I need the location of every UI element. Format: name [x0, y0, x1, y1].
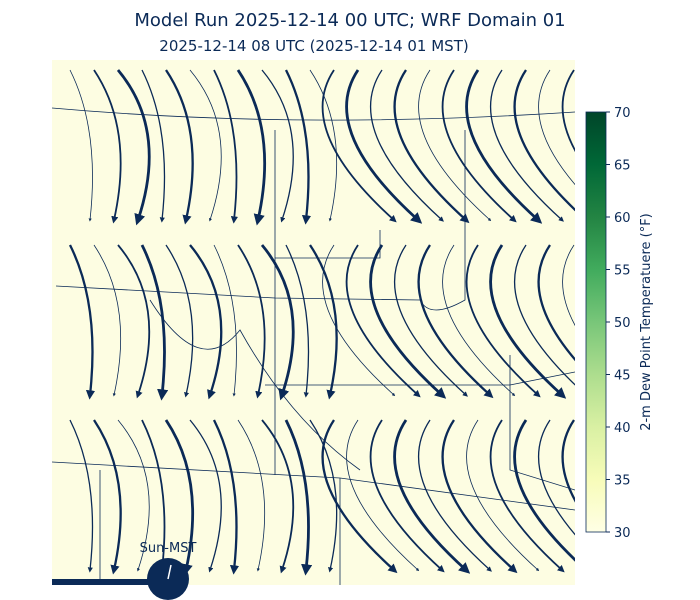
colorbar-tick-label: 70 — [614, 106, 631, 121]
streamline — [346, 419, 420, 572]
clock-label: Sun-MST — [140, 541, 197, 556]
streamline — [393, 244, 468, 397]
streamline — [165, 244, 194, 398]
map-background — [52, 60, 575, 585]
streamline — [321, 419, 398, 574]
streamline — [369, 69, 444, 222]
streamline — [393, 419, 471, 574]
streamline — [513, 69, 575, 212]
streamline — [537, 244, 575, 362]
streamline — [369, 419, 445, 573]
streamline — [465, 69, 543, 224]
streamline — [561, 69, 575, 152]
streamline — [345, 69, 423, 224]
streamline — [562, 244, 575, 326]
streamline — [537, 419, 575, 536]
streamline — [236, 69, 267, 226]
streamline — [93, 419, 122, 575]
streamline — [321, 69, 397, 223]
colorbar-tick-label: 30 — [614, 526, 631, 541]
streamline — [285, 244, 310, 398]
colorbar-tick-label: 65 — [614, 159, 631, 174]
border — [52, 107, 575, 121]
streamline — [393, 69, 470, 224]
streamline — [68, 244, 96, 400]
streamline — [417, 419, 492, 572]
border — [149, 299, 361, 471]
colorbar-tick-label: 60 — [614, 211, 631, 226]
clock-bar — [52, 579, 162, 585]
streamline — [538, 69, 575, 186]
title: Model Run 2025-12-14 00 UTC; WRF Domain … — [134, 10, 565, 31]
streamline — [513, 419, 575, 562]
streamline — [284, 419, 313, 576]
streamline — [284, 69, 312, 225]
streamline — [117, 419, 150, 572]
colorbar-tick-label: 45 — [614, 369, 631, 384]
streamline — [141, 69, 166, 223]
streamline — [441, 419, 518, 574]
streamline — [489, 69, 564, 222]
colorbar-tick-label: 35 — [614, 474, 631, 489]
streamline — [489, 419, 565, 573]
streamline — [322, 244, 396, 397]
streamline — [93, 69, 122, 224]
streamline — [417, 244, 494, 399]
streamline — [442, 244, 516, 397]
streamline — [189, 69, 222, 222]
streamline — [369, 244, 447, 399]
streamline — [140, 244, 169, 401]
streamline — [309, 419, 338, 573]
streamline — [165, 69, 194, 225]
streamline — [237, 419, 266, 572]
colorbar-tick-label: 50 — [614, 316, 631, 331]
streamline — [189, 419, 222, 573]
streamlines — [68, 69, 575, 576]
map — [52, 60, 575, 585]
clock-hand — [167, 564, 172, 580]
streamline — [69, 69, 93, 222]
streamline — [465, 244, 541, 398]
streamline — [141, 419, 166, 574]
streamline — [513, 244, 575, 386]
colorbar-tick-label: 55 — [614, 264, 631, 279]
streamline — [213, 244, 237, 397]
streamline — [561, 419, 575, 503]
streamline — [164, 419, 195, 576]
streamline — [93, 244, 122, 397]
streamline — [441, 69, 517, 223]
colorbar — [585, 111, 607, 533]
streamline — [69, 419, 94, 573]
subtitle: 2025-12-14 08 UTC (2025-12-14 01 MST) — [159, 37, 468, 55]
streamline — [117, 244, 151, 399]
streamline — [213, 69, 238, 224]
streamline — [261, 419, 295, 574]
colorbar-tick-label: 40 — [614, 421, 631, 436]
streamline — [260, 244, 295, 401]
clock: Sun-MST — [52, 541, 196, 600]
streamline — [116, 69, 151, 226]
streamline — [309, 244, 338, 400]
colorbar-ticks: 30 35 40 45 50 55 60 65 70 — [606, 106, 631, 541]
border — [509, 355, 575, 491]
streamline — [189, 244, 223, 400]
streamline — [212, 419, 240, 575]
streamline — [345, 244, 421, 398]
colorbar-label: 2-m Dew Point Temperatuere (°F) — [639, 213, 654, 431]
streamline — [309, 69, 338, 222]
streamline — [418, 69, 492, 222]
streamline — [489, 244, 567, 399]
border — [275, 230, 381, 259]
streamline — [261, 69, 294, 223]
streamline — [237, 244, 266, 399]
streamline — [466, 419, 540, 572]
